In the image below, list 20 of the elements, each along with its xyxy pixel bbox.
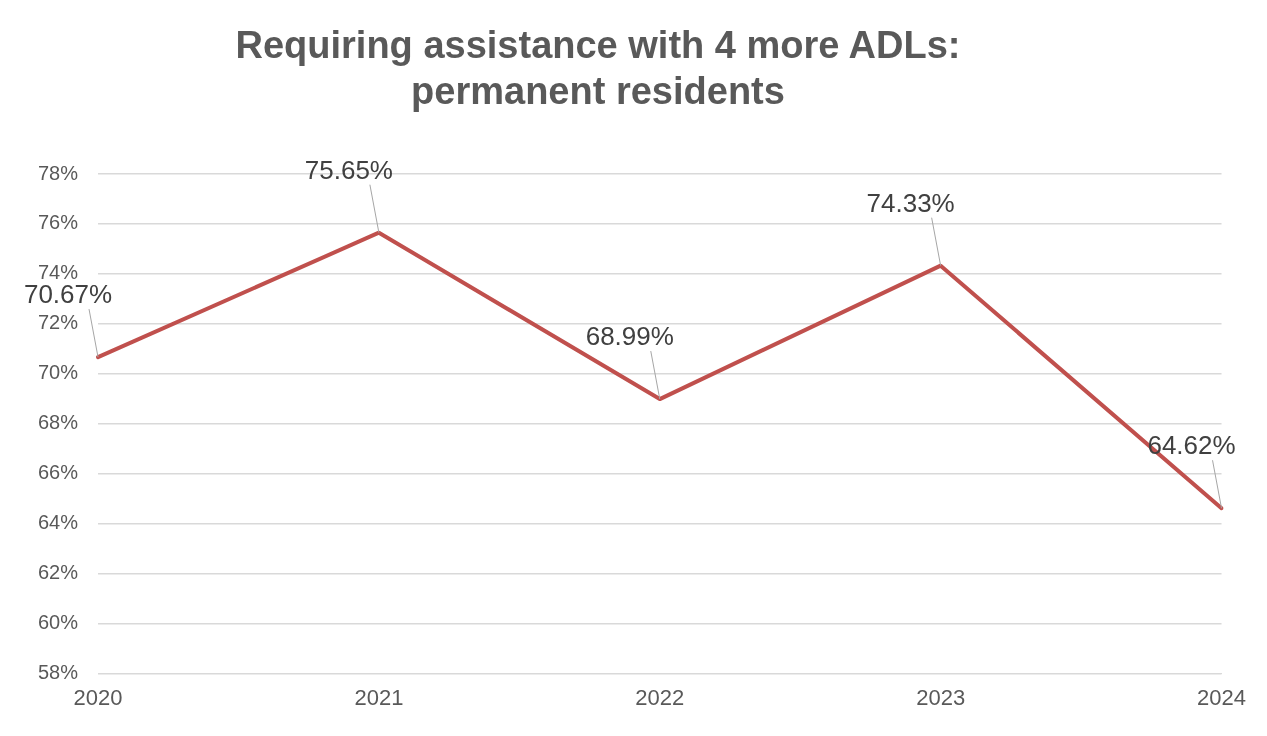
x-tick-label: 2024 xyxy=(1197,684,1247,710)
y-tick-label: 78% xyxy=(38,161,79,184)
data-label: 68.99% xyxy=(585,321,674,352)
x-tick-label: 2022 xyxy=(635,684,685,710)
y-tick-label: 76% xyxy=(38,211,79,234)
y-tick-label: 58% xyxy=(38,661,79,684)
chart-title: Requiring assistance with 4 more ADLs: permanent residents xyxy=(234,23,962,114)
data-label: 75.65% xyxy=(304,154,393,185)
y-tick-label: 66% xyxy=(38,461,79,484)
data-label: 64.62% xyxy=(1147,430,1236,461)
y-tick-label: 60% xyxy=(38,611,79,634)
x-tick-label: 2023 xyxy=(916,684,966,710)
y-tick-label: 70% xyxy=(38,361,79,384)
data-label: 74.33% xyxy=(866,187,955,218)
y-tick-label: 68% xyxy=(38,411,79,434)
x-tick-label: 2021 xyxy=(354,684,404,710)
y-tick-label: 72% xyxy=(38,311,79,334)
y-tick-label: 62% xyxy=(38,561,79,584)
x-tick-label: 2020 xyxy=(73,684,123,710)
y-tick-label: 64% xyxy=(38,511,79,534)
